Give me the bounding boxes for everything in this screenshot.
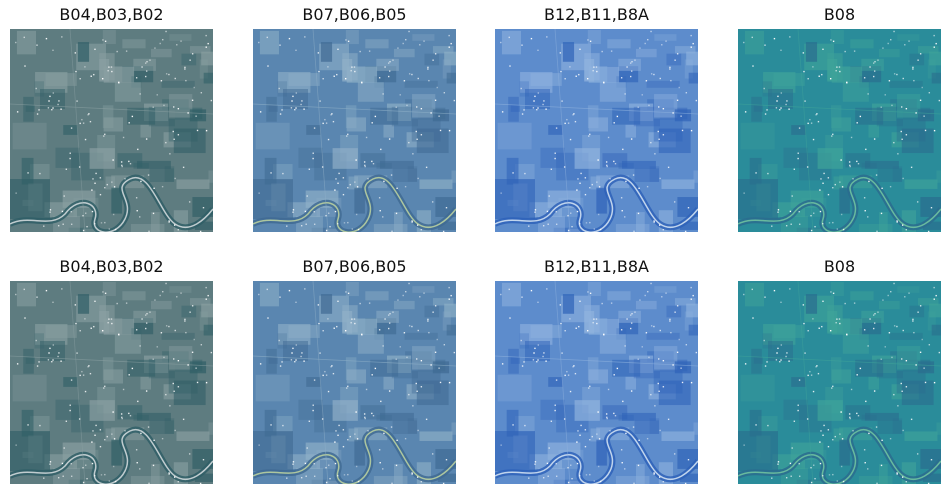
- satellite-scene: [253, 281, 456, 484]
- satellite-scene: [495, 281, 698, 484]
- satellite-image: [253, 29, 456, 232]
- satellite-image: [495, 281, 698, 484]
- panel-title: B08: [823, 257, 856, 276]
- satellite-scene: [738, 29, 941, 232]
- satellite-scene: [738, 281, 941, 484]
- satellite-image: [738, 281, 941, 484]
- panel-title: B04,B03,B02: [59, 257, 164, 276]
- panel-title: B07,B06,B05: [302, 257, 407, 276]
- panel-title: B07,B06,B05: [302, 5, 407, 24]
- satellite-image: [253, 281, 456, 484]
- satellite-scene: [10, 29, 213, 232]
- satellite-image: [10, 29, 213, 232]
- satellite-scene: [495, 29, 698, 232]
- satellite-image: [495, 29, 698, 232]
- satellite-image: [10, 281, 213, 484]
- panel-title: B12,B11,B8A: [544, 5, 649, 24]
- satellite-image: [738, 29, 941, 232]
- panel-title: B08: [823, 5, 856, 24]
- panel-title: B12,B11,B8A: [544, 257, 649, 276]
- satellite-scene: [253, 29, 456, 232]
- panel-title: B04,B03,B02: [59, 5, 164, 24]
- satellite-scene: [10, 281, 213, 484]
